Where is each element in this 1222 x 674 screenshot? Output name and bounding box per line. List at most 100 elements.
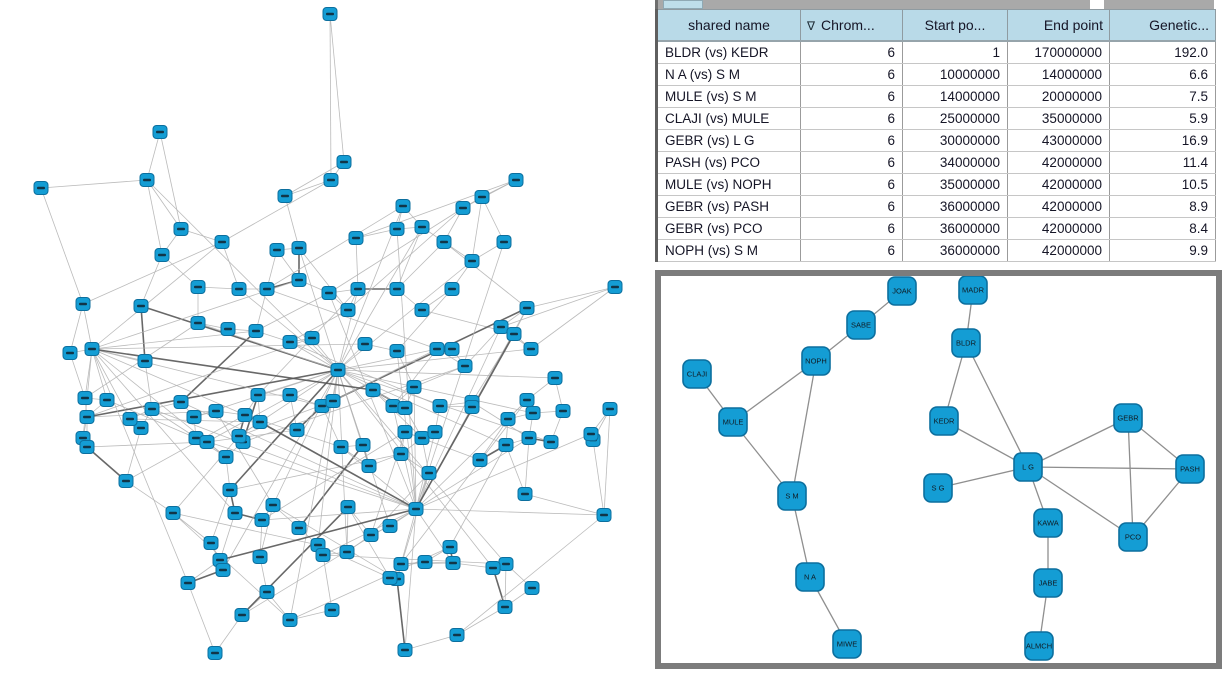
table-row[interactable]: MULE (vs) S M 6 14000000 20000000 7.5 bbox=[656, 85, 1216, 108]
network-node[interactable] bbox=[397, 425, 413, 439]
network-node-madr[interactable]: MADR bbox=[958, 275, 988, 305]
network-node[interactable] bbox=[291, 273, 307, 287]
network-node[interactable] bbox=[322, 7, 338, 21]
network-node[interactable] bbox=[498, 557, 514, 571]
node-shape[interactable] bbox=[929, 406, 959, 436]
network-node[interactable] bbox=[84, 342, 100, 356]
table-row[interactable]: GEBR (vs) L G 6 30000000 43000000 16.9 bbox=[656, 129, 1216, 152]
network-node[interactable] bbox=[474, 190, 490, 204]
network-node[interactable] bbox=[427, 425, 443, 439]
network-node[interactable] bbox=[429, 342, 445, 356]
network-node-s-g[interactable]: S G bbox=[923, 473, 953, 503]
node-shape[interactable] bbox=[958, 275, 988, 305]
node-shape[interactable] bbox=[1113, 403, 1143, 433]
network-node[interactable] bbox=[325, 394, 341, 408]
network-node[interactable] bbox=[207, 646, 223, 660]
network-node[interactable] bbox=[382, 571, 398, 585]
network-node[interactable] bbox=[414, 220, 430, 234]
network-node[interactable] bbox=[517, 487, 533, 501]
network-node[interactable] bbox=[498, 438, 514, 452]
network-node[interactable] bbox=[99, 393, 115, 407]
column-header-genetic---[interactable]: Genetic... bbox=[1109, 9, 1216, 42]
network-node[interactable] bbox=[324, 603, 340, 617]
network-node[interactable] bbox=[397, 401, 413, 415]
network-node[interactable] bbox=[227, 506, 243, 520]
network-node[interactable] bbox=[250, 388, 266, 402]
network-node[interactable] bbox=[340, 500, 356, 514]
network-node[interactable] bbox=[122, 412, 138, 426]
network-node[interactable] bbox=[199, 435, 215, 449]
node-shape[interactable] bbox=[1118, 522, 1148, 552]
table-row[interactable]: GEBR (vs) PASH 6 36000000 42000000 8.9 bbox=[656, 195, 1216, 218]
network-node[interactable] bbox=[77, 391, 93, 405]
table-row[interactable]: PASH (vs) PCO 6 34000000 42000000 11.4 bbox=[656, 151, 1216, 174]
network-node-joak[interactable]: JOAK bbox=[887, 276, 917, 306]
network-node[interactable] bbox=[252, 550, 268, 564]
network-node[interactable] bbox=[165, 506, 181, 520]
node-shape[interactable] bbox=[832, 629, 862, 659]
network-node[interactable] bbox=[365, 383, 381, 397]
network-node[interactable] bbox=[269, 243, 285, 257]
network-node[interactable] bbox=[180, 576, 196, 590]
table-row[interactable]: NOPH (vs) S M 6 36000000 42000000 9.9 bbox=[656, 239, 1216, 262]
small-network-canvas[interactable]: JOAK MADR SABE BLDR NOPH CLAJI KEDR GEBR MULE L G… bbox=[655, 270, 1222, 669]
network-node[interactable] bbox=[508, 173, 524, 187]
network-node[interactable] bbox=[190, 280, 206, 294]
network-node[interactable] bbox=[133, 299, 149, 313]
node-shape[interactable] bbox=[777, 481, 807, 511]
network-node[interactable] bbox=[519, 393, 535, 407]
network-node[interactable] bbox=[259, 585, 275, 599]
large-network-canvas[interactable] bbox=[0, 0, 652, 669]
network-node[interactable] bbox=[445, 556, 461, 570]
network-node[interactable] bbox=[173, 395, 189, 409]
network-node[interactable] bbox=[382, 519, 398, 533]
network-node[interactable] bbox=[457, 359, 473, 373]
network-node[interactable] bbox=[277, 189, 293, 203]
network-node-miwe[interactable]: MIWE bbox=[832, 629, 862, 659]
network-node[interactable] bbox=[248, 324, 264, 338]
network-node-s-m[interactable]: S M bbox=[777, 481, 807, 511]
node-shape[interactable] bbox=[1013, 452, 1043, 482]
network-node[interactable] bbox=[472, 453, 488, 467]
network-node-claji[interactable]: CLAJI bbox=[682, 359, 712, 389]
network-node[interactable] bbox=[336, 155, 352, 169]
network-node[interactable] bbox=[414, 303, 430, 317]
network-node[interactable] bbox=[339, 545, 355, 559]
network-node[interactable] bbox=[496, 235, 512, 249]
network-node[interactable] bbox=[432, 399, 448, 413]
filter-icon[interactable]: ∇ bbox=[807, 19, 816, 33]
network-node-noph[interactable]: NOPH bbox=[801, 346, 831, 376]
network-node[interactable] bbox=[152, 125, 168, 139]
node-shape[interactable] bbox=[1175, 454, 1205, 484]
network-node-l-g[interactable]: L G bbox=[1013, 452, 1043, 482]
network-node[interactable] bbox=[408, 502, 424, 516]
network-node[interactable] bbox=[485, 561, 501, 575]
network-node-gebr[interactable]: GEBR bbox=[1113, 403, 1143, 433]
network-node[interactable] bbox=[62, 346, 78, 360]
network-node[interactable] bbox=[33, 181, 49, 195]
network-node[interactable] bbox=[543, 435, 559, 449]
network-node[interactable] bbox=[173, 222, 189, 236]
table-row[interactable]: GEBR (vs) PCO 6 36000000 42000000 8.4 bbox=[656, 217, 1216, 240]
network-node[interactable] bbox=[139, 173, 155, 187]
network-node[interactable] bbox=[118, 474, 134, 488]
network-node[interactable] bbox=[442, 540, 458, 554]
network-node[interactable] bbox=[190, 316, 206, 330]
node-shape[interactable] bbox=[682, 359, 712, 389]
network-node[interactable] bbox=[464, 400, 480, 414]
node-shape[interactable] bbox=[887, 276, 917, 306]
network-node[interactable] bbox=[220, 322, 236, 336]
network-node[interactable] bbox=[291, 521, 307, 535]
network-node[interactable] bbox=[500, 412, 516, 426]
network-node[interactable] bbox=[497, 600, 513, 614]
network-node[interactable] bbox=[234, 608, 250, 622]
network-node[interactable] bbox=[323, 173, 339, 187]
network-node-n-a[interactable]: N A bbox=[795, 562, 825, 592]
network-node[interactable] bbox=[493, 320, 509, 334]
column-header-shared-name[interactable]: shared name bbox=[656, 9, 801, 42]
network-node-almch[interactable]: ALMCH bbox=[1024, 631, 1054, 661]
network-node[interactable] bbox=[348, 231, 364, 245]
network-node[interactable] bbox=[79, 410, 95, 424]
network-node-pash[interactable]: PASH bbox=[1175, 454, 1205, 484]
network-node[interactable] bbox=[214, 235, 230, 249]
